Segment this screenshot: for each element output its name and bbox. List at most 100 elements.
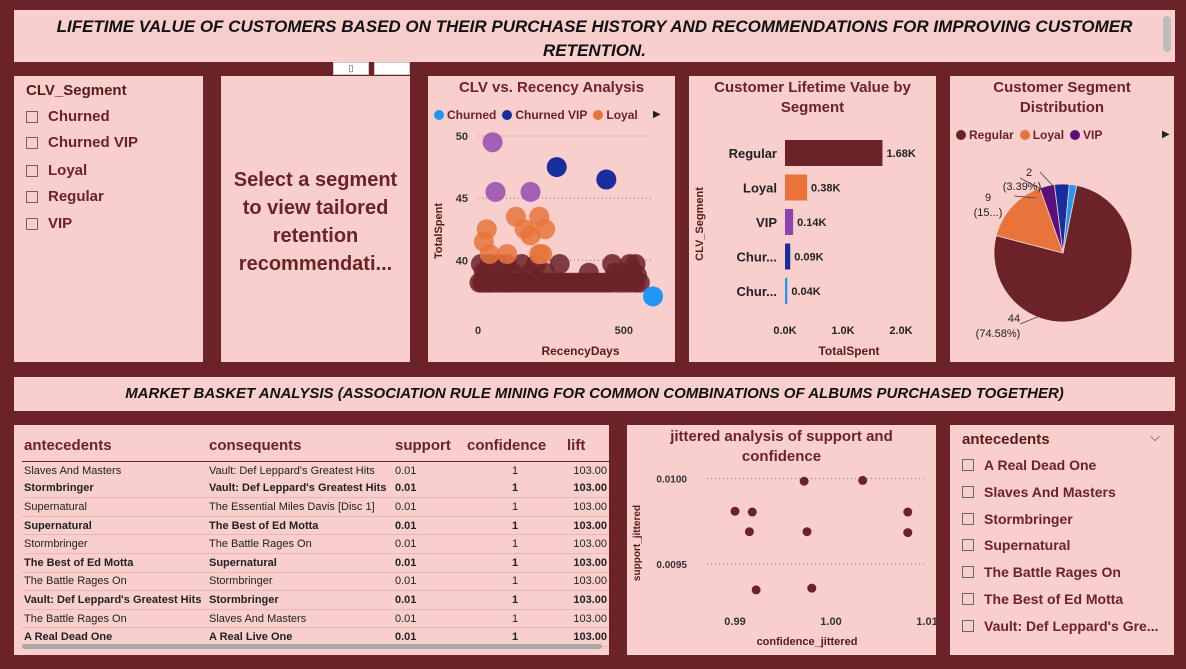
legend-item-loyal[interactable]: Loyal	[593, 108, 638, 122]
legend-next-icon[interactable]: ▶	[653, 109, 661, 120]
legend-item-churned[interactable]: Churned	[434, 108, 496, 122]
data-point	[546, 157, 567, 178]
legend-next-icon[interactable]: ▶	[1162, 129, 1170, 140]
slicer-item[interactable]: Supernatural	[962, 537, 1070, 553]
table-row[interactable]: The Best of Ed Motta Supernatural 0.01 1 103…	[22, 553, 609, 573]
checkbox-icon[interactable]	[962, 485, 974, 498]
table-header-row: antecedents consequents support confiden…	[22, 429, 609, 462]
table-cell: 0.01	[393, 609, 465, 629]
legend-item-churned-vip[interactable]: Churned VIP	[502, 108, 587, 122]
slicer-item[interactable]: The Best of Ed Motta	[962, 591, 1123, 607]
checkbox-icon[interactable]	[26, 110, 38, 123]
x-axis-label: TotalSpent	[818, 344, 879, 358]
table-cell: Slaves And Masters	[207, 609, 393, 629]
slicer-item-churned-vip[interactable]: Churned VIP	[26, 134, 138, 151]
pie-plot-area: 9 (15...) 2 (3.39%) 44 (74.58%)	[974, 167, 1133, 340]
table-row[interactable]: Slaves And Masters Vault: Def Leppard's G…	[22, 462, 609, 480]
table-cell: 1	[465, 572, 565, 592]
slicer-item-loyal[interactable]: Loyal	[26, 162, 87, 179]
checkbox-icon[interactable]	[26, 217, 38, 230]
bar	[785, 278, 788, 304]
slicer-item-regular[interactable]: Regular	[26, 188, 104, 205]
pie-data-label: (15...)	[974, 207, 1003, 219]
table-cell: 103.00	[565, 497, 609, 517]
table-horizontal-scrollbar[interactable]	[22, 644, 602, 649]
table-cell: 103.00	[565, 590, 609, 610]
data-point	[596, 169, 617, 190]
bar-data-label: 0.09K	[794, 252, 823, 264]
slicer-item-churned[interactable]: Churned	[26, 108, 110, 125]
recommendation-message: Select a segment to view tailored retent…	[233, 169, 398, 275]
data-point	[858, 475, 868, 485]
table-row[interactable]: The Battle Rages On Stormbringer 0.01 1 103.…	[22, 572, 609, 592]
table-cell: Vault: Def Leppard's Greatest Hits	[207, 479, 393, 499]
page-nav-button-2[interactable]	[374, 62, 410, 75]
table-cell: A Real Dead One	[22, 627, 207, 647]
table-row[interactable]: Supernatural The Best of Ed Motta 0.01 1 103…	[22, 516, 609, 536]
x-axis-label: confidence_jittered	[757, 636, 858, 648]
checkbox-icon[interactable]	[962, 459, 974, 471]
column-header-confidence[interactable]: confidence	[465, 429, 565, 462]
chart-title: Customer Segment Distribution	[993, 79, 1131, 116]
column-header-lift[interactable]: lift	[565, 429, 609, 462]
chevron-down-icon[interactable]: ⌵	[1150, 429, 1160, 444]
y-axis-label: TotalSpent	[433, 203, 445, 259]
bar	[785, 209, 794, 235]
data-point	[751, 585, 761, 595]
slicer-item-label: The Battle Rages On	[984, 564, 1121, 581]
column-header-consequents[interactable]: consequents	[207, 429, 393, 462]
table-row[interactable]: Supernatural The Essential Miles Davis [D…	[22, 497, 609, 517]
pie-data-label: 9	[985, 192, 991, 204]
legend-item-loyal[interactable]: Loyal	[1019, 128, 1064, 142]
column-header-antecedents[interactable]: antecedents	[22, 429, 207, 462]
table-cell: Stormbringer	[22, 479, 207, 499]
table-row[interactable]: Stormbringer Vault: Def Leppard's Greates…	[22, 479, 609, 499]
table-cell: 103.00	[573, 464, 607, 477]
header-scrollbar[interactable]	[1163, 16, 1171, 52]
checkbox-icon[interactable]	[26, 136, 38, 149]
checkbox-icon[interactable]	[962, 619, 974, 632]
pie-data-label: (3.39%)	[1003, 181, 1042, 193]
legend-item-regular[interactable]: Regular	[956, 128, 1014, 142]
legend-item-vip[interactable]: VIP	[1070, 128, 1102, 142]
data-point	[482, 132, 503, 153]
page-nav-button-1[interactable]: ▯	[333, 62, 369, 75]
table-row[interactable]: Vault: Def Leppard's Greatest Hits Stormb…	[22, 590, 609, 610]
slicer-item[interactable]: The Battle Rages On	[962, 564, 1121, 580]
checkbox-icon[interactable]	[26, 164, 38, 177]
checkbox-icon[interactable]	[962, 593, 974, 605]
x-tick-label: 0.99	[724, 616, 745, 628]
slicer-item-vip[interactable]: VIP	[26, 215, 72, 232]
slicer-item[interactable]: Stormbringer	[962, 511, 1073, 527]
slicer-item-label: Vault: Def Leppard's Gre...	[984, 617, 1159, 634]
checkbox-icon[interactable]	[962, 512, 974, 525]
checkbox-icon[interactable]	[962, 566, 974, 579]
slicer-item[interactable]: A Real Dead One	[962, 457, 1096, 473]
data-point	[903, 507, 913, 517]
chart-legend: Regular Loyal VIP	[956, 128, 1108, 142]
antecedents-slicer: antecedents ⌵ A Real Dead One Slaves And …	[950, 425, 1174, 655]
table-row[interactable]: Stormbringer The Battle Rages On 0.01 1 103.…	[22, 534, 609, 554]
y-tick-label: 50	[456, 131, 468, 143]
checkbox-icon[interactable]	[26, 190, 38, 203]
x-tick-label: 1.0K	[831, 325, 854, 337]
slicer-item[interactable]: Slaves And Masters	[962, 484, 1116, 500]
bar	[785, 174, 808, 201]
table-cell: 1	[465, 497, 565, 517]
table-cell: Stormbringer	[22, 534, 207, 554]
chart-title: CLV vs. Recency Analysis	[458, 79, 645, 96]
data-point	[479, 244, 500, 265]
slicer-item-label: Stormbringer	[984, 510, 1073, 527]
data-point	[578, 262, 599, 283]
pie-slice	[1062, 183, 1078, 254]
data-point	[747, 507, 757, 517]
column-header-support[interactable]: support	[393, 429, 465, 462]
x-tick-label: 1.00	[820, 616, 841, 628]
checkbox-icon[interactable]	[962, 539, 974, 552]
category-label: VIP	[756, 215, 777, 230]
recommendation-panel: Select a segment to view tailored retent…	[221, 76, 410, 362]
table-row[interactable]: The Battle Rages On Slaves And Masters 0.0…	[22, 609, 609, 629]
slicer-item[interactable]: Vault: Def Leppard's Gre...	[962, 618, 1158, 634]
table-cell: 1	[465, 516, 565, 536]
chart-title: jittered analysis of support and confide…	[670, 428, 893, 465]
